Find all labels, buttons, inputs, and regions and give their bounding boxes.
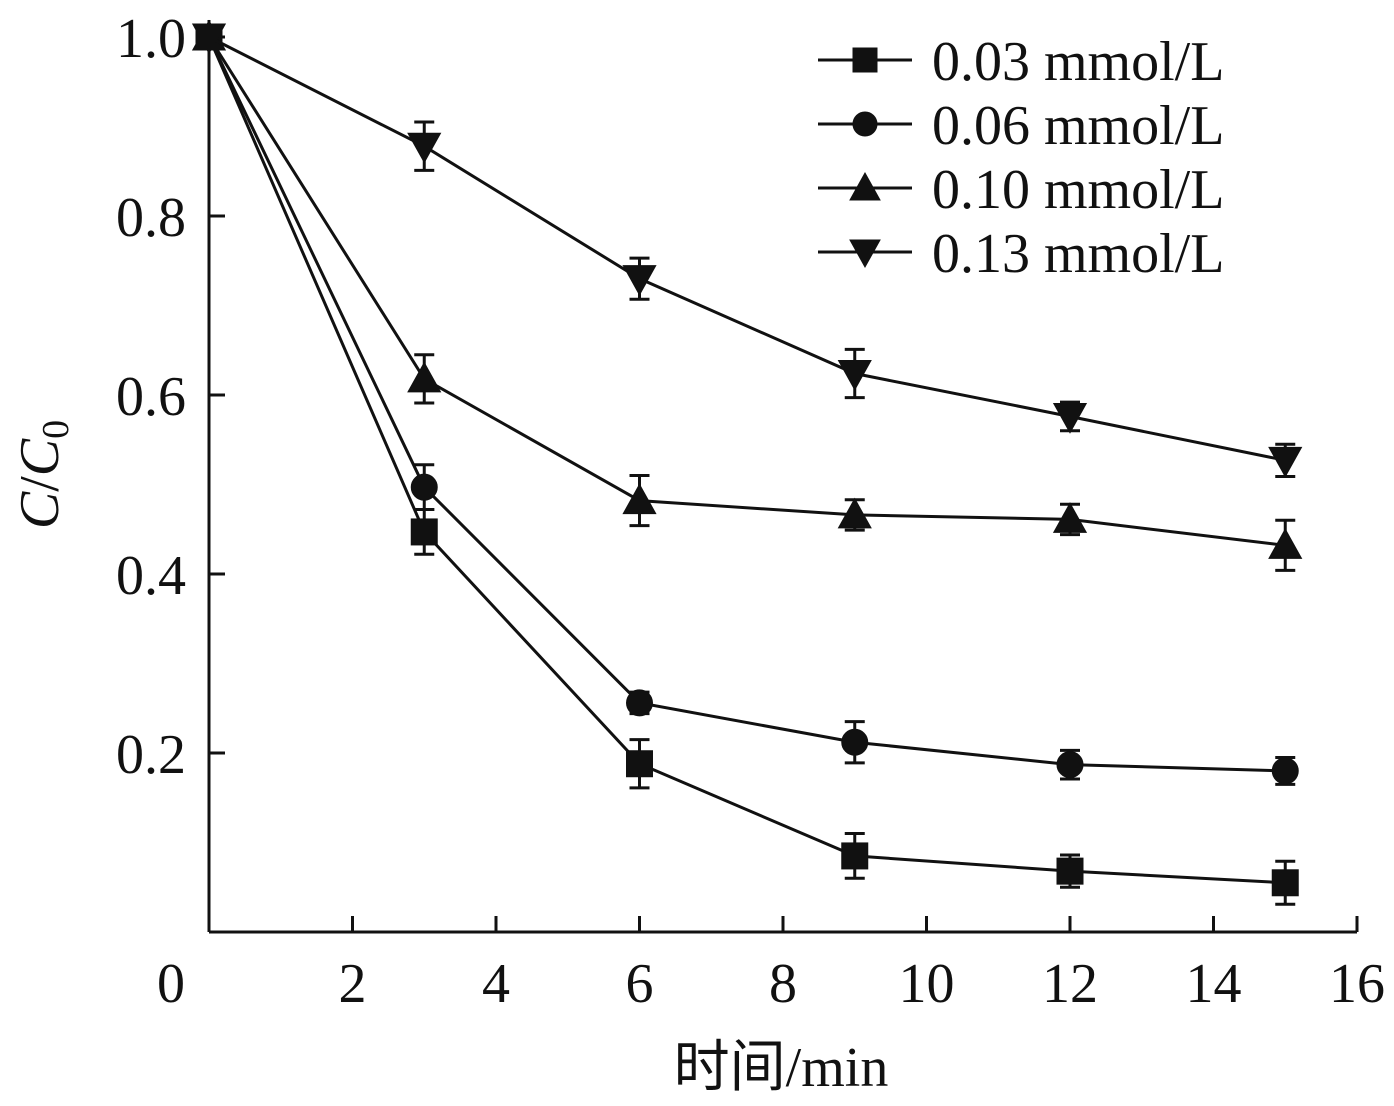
- x-tick-label: 0: [157, 953, 185, 1015]
- marker-triangle-down: [1052, 402, 1088, 434]
- marker-circle: [852, 111, 878, 137]
- x-tick-label: 2: [339, 953, 367, 1015]
- y-axis-title-subscript: 0: [35, 420, 77, 439]
- marker-triangle-down: [191, 23, 227, 55]
- marker-triangle-down: [407, 132, 442, 164]
- marker-circle: [841, 728, 869, 756]
- marker-triangle-up: [1268, 528, 1303, 559]
- x-tick-label: 14: [1186, 953, 1242, 1015]
- marker-triangle-down: [849, 239, 881, 269]
- x-ticks: 0 2 4 6 8 10 12 14 16: [157, 916, 1385, 1015]
- marker-triangle-up: [837, 497, 872, 529]
- legend-label: 0.06 mmol/L: [932, 95, 1224, 157]
- marker-circle: [1271, 757, 1299, 785]
- marker-triangle-up: [407, 361, 442, 393]
- y-tick-label: 0.4: [116, 545, 186, 607]
- marker-triangle-up: [622, 483, 657, 515]
- y-axis-title-slash: /: [9, 476, 71, 492]
- y-axis-title-c0: C: [9, 438, 71, 476]
- x-axis-title: 时间/min: [674, 1037, 889, 1099]
- series-line: [207, 36, 1286, 773]
- marker-circle: [626, 689, 653, 717]
- x-tick-label: 12: [1042, 953, 1098, 1015]
- x-tick-label: 8: [769, 953, 797, 1015]
- legend-item: 0.06 mmol/L: [818, 95, 1224, 157]
- marker-square: [1056, 857, 1084, 885]
- marker-triangle-down: [622, 265, 657, 296]
- legend: 0.03 mmol/L0.06 mmol/L0.10 mmol/L0.13 mm…: [818, 31, 1224, 285]
- marker-square: [852, 47, 878, 73]
- marker-circle: [1056, 751, 1084, 779]
- marker-square: [1271, 869, 1299, 897]
- series-line: [208, 35, 1286, 462]
- marker-square: [410, 518, 438, 546]
- y-tick-label: 1.0: [116, 8, 186, 70]
- legend-label: 0.10 mmol/L: [932, 159, 1224, 221]
- x-tick-label: 10: [899, 953, 955, 1015]
- series-line: [207, 36, 1286, 547]
- legend-label: 0.13 mmol/L: [932, 223, 1224, 285]
- x-tick-label: 6: [626, 953, 654, 1015]
- series-2: [191, 19, 1303, 572]
- y-tick-label: 0.8: [116, 187, 186, 249]
- y-tick-label: 0.6: [116, 366, 186, 428]
- y-axis-title: C/C0: [9, 420, 77, 529]
- y-axis-title-c: C: [9, 491, 71, 529]
- x-tick-label: 16: [1329, 953, 1385, 1015]
- marker-square: [841, 842, 869, 870]
- legend-label: 0.03 mmol/L: [932, 31, 1224, 93]
- x-tick-label: 4: [482, 953, 510, 1015]
- legend-item: 0.13 mmol/L: [818, 223, 1224, 285]
- y-tick-label: 0.2: [116, 724, 186, 786]
- legend-item: 0.03 mmol/L: [818, 31, 1224, 93]
- marker-triangle-up: [1052, 502, 1088, 533]
- legend-item: 0.10 mmol/L: [818, 159, 1224, 221]
- series-line: [207, 36, 1286, 885]
- y-ticks: 0.2 0.4 0.6 0.8 1.0: [116, 8, 225, 786]
- marker-triangle-up: [849, 171, 881, 201]
- series-3: [191, 23, 1303, 478]
- marker-triangle-down: [837, 360, 872, 391]
- marker-triangle-down: [1268, 446, 1303, 478]
- series-layer: [191, 19, 1303, 906]
- marker-circle: [410, 473, 438, 501]
- marker-square: [626, 750, 653, 778]
